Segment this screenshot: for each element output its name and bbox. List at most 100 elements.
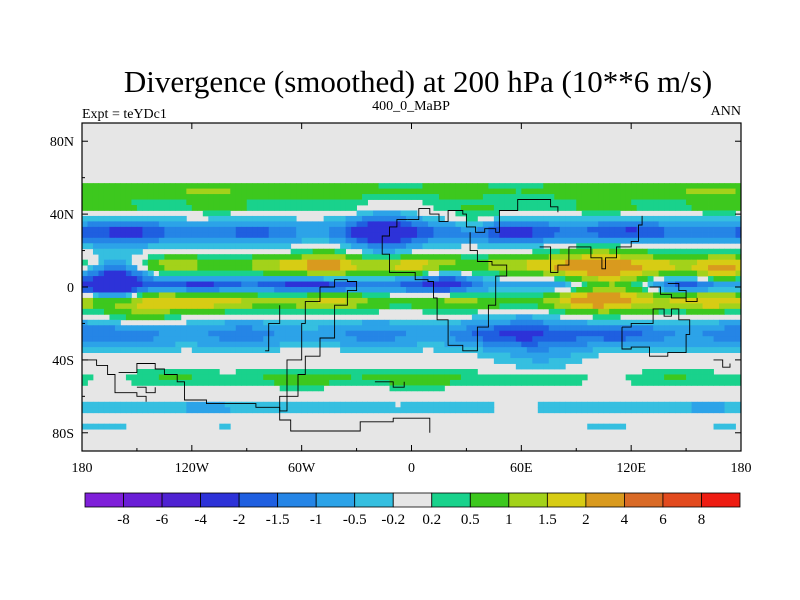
field-cell xyxy=(664,265,671,271)
field-cell xyxy=(730,199,736,206)
field-cell xyxy=(581,232,588,239)
y-tick-label: 40S xyxy=(52,354,74,369)
field-cell xyxy=(565,330,572,337)
field-cell xyxy=(636,232,643,239)
field-cell xyxy=(554,325,561,332)
field-cell xyxy=(653,374,660,381)
field-cell xyxy=(246,205,253,211)
field-cell xyxy=(125,374,132,381)
field-cell xyxy=(559,363,566,370)
field-cell xyxy=(191,401,198,408)
field-cell xyxy=(548,237,555,244)
field-cell xyxy=(92,265,99,271)
field-cell xyxy=(274,341,281,348)
field-cell xyxy=(521,352,528,359)
field-cell xyxy=(504,325,511,332)
field-cell xyxy=(620,303,627,310)
field-cell xyxy=(82,259,88,266)
field-cell xyxy=(631,265,638,271)
field-cell xyxy=(416,347,423,353)
field-cell xyxy=(246,287,253,293)
field-cell xyxy=(290,194,297,200)
field-cell xyxy=(400,210,407,217)
field-cell xyxy=(532,358,539,364)
field-cell xyxy=(318,221,325,228)
field-cell xyxy=(686,319,692,326)
field-cell xyxy=(477,183,484,189)
field-cell xyxy=(82,232,88,239)
field-cell xyxy=(708,407,714,414)
field-cell xyxy=(114,297,121,304)
field-cell xyxy=(351,205,357,211)
field-cell xyxy=(680,330,687,337)
field-cell xyxy=(279,341,286,348)
field-cell xyxy=(719,336,725,343)
field-cell xyxy=(515,215,522,222)
field-cell xyxy=(449,325,456,332)
field-cell xyxy=(658,259,665,266)
field-cell xyxy=(169,330,176,337)
field-cell xyxy=(158,379,165,386)
field-cell xyxy=(598,281,605,288)
field-cell xyxy=(526,265,533,271)
field-cell xyxy=(153,347,160,353)
field-cell xyxy=(290,287,297,293)
field-cell xyxy=(224,287,231,293)
field-cell xyxy=(109,347,116,353)
y-tick-label: 0 xyxy=(67,281,74,296)
field-cell xyxy=(197,270,204,277)
field-cell xyxy=(543,401,550,408)
field-cell xyxy=(186,226,193,233)
field-cell xyxy=(362,325,368,332)
field-cell xyxy=(285,385,292,392)
field-cell xyxy=(543,281,550,288)
field-cell xyxy=(246,347,253,353)
field-cell xyxy=(290,221,297,228)
field-cell xyxy=(147,265,154,271)
field-cell xyxy=(658,194,665,200)
field-cell xyxy=(268,232,275,239)
field-cell xyxy=(153,281,160,288)
field-cell xyxy=(669,188,676,195)
field-cell xyxy=(482,221,489,228)
field-cell xyxy=(279,188,286,195)
field-cell xyxy=(653,325,660,332)
field-cell xyxy=(488,341,495,348)
field-cell xyxy=(98,308,105,315)
field-cell xyxy=(647,232,654,239)
field-cell xyxy=(356,347,363,353)
field-cell xyxy=(219,243,226,250)
field-cell xyxy=(477,259,484,266)
field-cell xyxy=(664,319,671,326)
field-cell xyxy=(246,401,253,408)
field-cell xyxy=(603,194,610,200)
field-cell xyxy=(719,254,725,261)
field-cell xyxy=(565,297,572,304)
field-cell xyxy=(675,303,681,310)
field-cell xyxy=(587,297,594,304)
field-cell xyxy=(669,336,676,343)
field-cell xyxy=(384,265,390,271)
field-cell xyxy=(548,297,555,304)
field-cell xyxy=(334,237,341,244)
field-cell xyxy=(697,221,703,228)
field-cell xyxy=(252,194,259,200)
field-cell xyxy=(312,237,319,244)
field-cell xyxy=(730,319,736,326)
field-cell xyxy=(329,303,336,310)
field-cell xyxy=(680,407,687,414)
field-cell xyxy=(455,254,462,261)
field-cell xyxy=(389,215,396,222)
field-cell xyxy=(285,254,292,261)
field-cell xyxy=(158,330,165,337)
field-cell xyxy=(570,297,577,304)
field-cell xyxy=(416,254,423,261)
field-cell xyxy=(230,303,237,310)
field-cell xyxy=(197,243,204,250)
field-cell xyxy=(581,237,588,244)
field-cell xyxy=(537,232,544,239)
field-cell xyxy=(438,281,445,288)
field-cell xyxy=(686,205,692,211)
field-cell xyxy=(373,341,379,348)
field-cell xyxy=(603,341,610,348)
